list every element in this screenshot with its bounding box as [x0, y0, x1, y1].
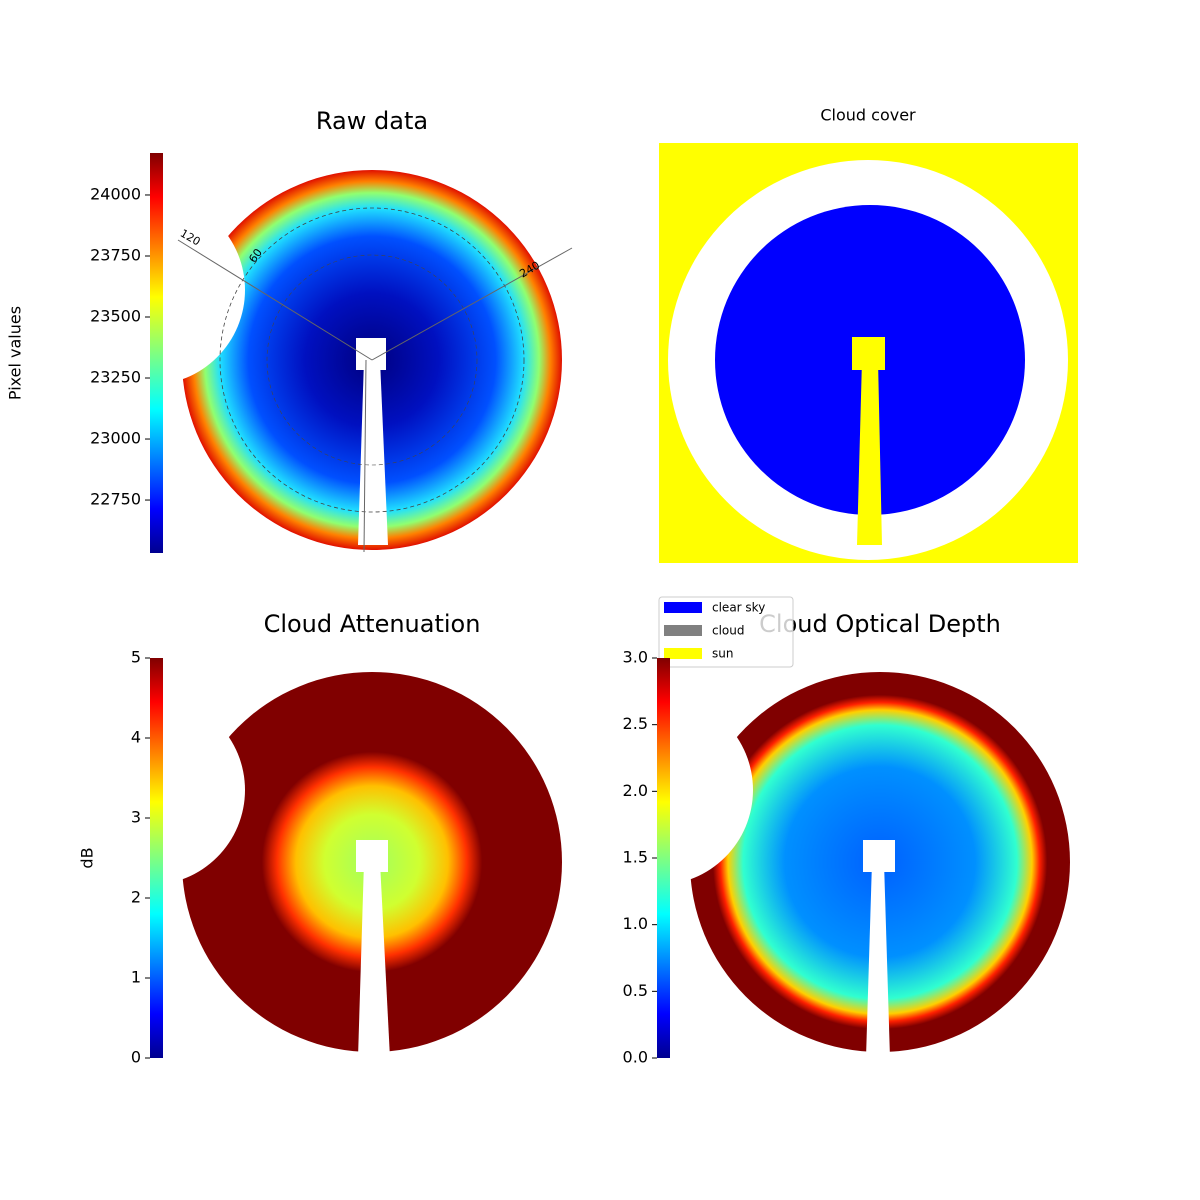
colorbar-label: Pixel values — [6, 306, 25, 400]
legend-swatch — [664, 602, 702, 613]
panel-title: Cloud Attenuation — [264, 610, 481, 638]
panel-title: Cloud cover — [820, 106, 916, 125]
legend-label: cloud — [712, 624, 745, 638]
colorbar-tick-label: 23250 — [90, 368, 141, 387]
cloud-cover-image — [659, 143, 1078, 563]
legend-label: sun — [712, 647, 733, 661]
colorbar-label: dB — [78, 847, 97, 868]
colorbar — [150, 153, 163, 553]
colorbar-tick-label: 0.5 — [623, 981, 648, 1000]
raw-image — [55, 170, 573, 553]
colorbar-tick-label: 1.5 — [623, 848, 648, 867]
colorbar-tick-label: 23750 — [90, 245, 141, 264]
colorbar-tick-label: 2.5 — [623, 714, 648, 733]
legend-swatch — [664, 648, 702, 659]
colorbar-tick-label: 1 — [131, 968, 141, 987]
colorbar-tick-label: 24000 — [90, 184, 141, 203]
panel-title: Cloud Optical Depth — [759, 610, 1001, 638]
colorbar-tick-label: 5 — [131, 648, 141, 667]
colorbar-tick-label: 0.0 — [623, 1048, 648, 1067]
colorbar-tick-label: 23000 — [90, 429, 141, 448]
colorbar-tick-label: 1.0 — [623, 914, 648, 933]
legend-swatch — [664, 625, 702, 636]
colorbar-tick-label: 2.0 — [623, 781, 648, 800]
colorbar-tick-label: 3.0 — [623, 648, 648, 667]
legend-label: clear sky — [712, 601, 765, 615]
colorbar-tick-label: 3 — [131, 808, 141, 827]
colorbar-tick-label: 22750 — [90, 490, 141, 509]
colorbar-tick-label: 2 — [131, 888, 141, 907]
colorbar-tick-label: 4 — [131, 728, 141, 747]
colorbar — [657, 658, 670, 1058]
colorbar-tick-label: 23500 — [90, 307, 141, 326]
panel-title: Raw data — [316, 107, 428, 135]
colorbar-tick-label: 0 — [131, 1048, 141, 1067]
colorbar — [150, 658, 163, 1058]
